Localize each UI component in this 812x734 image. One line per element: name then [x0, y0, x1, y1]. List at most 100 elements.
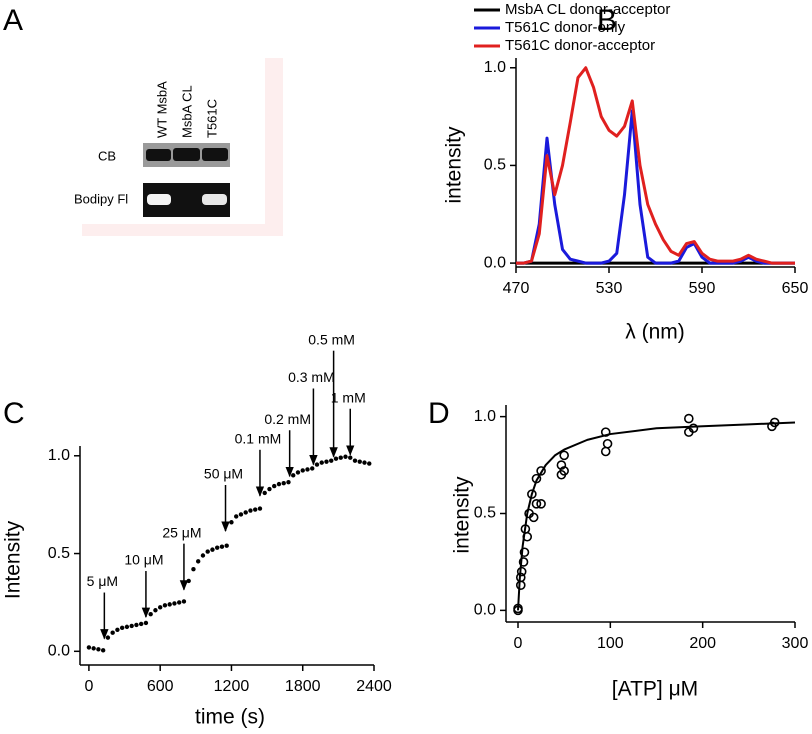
annotation-label: 0.3 mM: [288, 369, 335, 385]
data-point: [329, 458, 334, 463]
data-point: [300, 468, 305, 473]
data-point: [291, 473, 296, 478]
y-axis-title: intensity: [451, 476, 474, 554]
data-point: [234, 514, 239, 519]
series-line: [516, 109, 795, 265]
y-tick-label: 1.0: [484, 59, 506, 76]
data-point: [684, 413, 694, 424]
data-point: [186, 578, 191, 584]
chart-panel: 0.0 0.5 1.0 470 530 590 650 λ (nm) intensity BMsb…: [443, 1, 809, 344]
data-point: [129, 623, 134, 629]
y-tick-label: 0.0: [484, 254, 506, 271]
data-point: [148, 611, 153, 617]
gel-panel: A WT MsbA MsbA CL T561C CB Bodipy Fl: [3, 4, 283, 236]
data-point: [119, 625, 125, 631]
data-point: [348, 455, 353, 460]
data-point: [536, 466, 546, 476]
data-point: [172, 601, 177, 606]
row-label: CB: [98, 148, 116, 163]
x-tick-label: 530: [596, 280, 623, 297]
data-point: [276, 481, 282, 487]
data-point: [357, 459, 362, 464]
x-tick-label: 0: [84, 678, 93, 695]
data-point: [110, 630, 115, 635]
x-tick-label: 0: [514, 635, 523, 652]
chart-panel: 0.0 0.5 1.0 0 100 200 300 [ATP] μM intensity D: [428, 397, 808, 701]
data-point: [181, 599, 187, 604]
data-point: [238, 512, 244, 517]
data-point: [295, 470, 301, 475]
data-point: [600, 446, 611, 457]
panel-label: A: [3, 4, 23, 37]
data-point: [191, 566, 196, 572]
series-line: [516, 66, 795, 265]
gel-band: [146, 149, 171, 161]
annotation-label: 50 μM: [204, 466, 243, 482]
annotation-label: 25 μM: [162, 524, 201, 540]
x-tick-label: 650: [782, 280, 809, 297]
y-tick-label: 0.5: [48, 545, 70, 562]
annotation-label: 0.1 mM: [235, 430, 282, 446]
x-tick-label: 1200: [214, 678, 250, 695]
annotation-label: 5 μM: [87, 573, 118, 589]
annotation-label: 0.5 mM: [308, 331, 355, 347]
gel-frame: [82, 224, 283, 236]
gel-band: [202, 148, 228, 161]
data-point: [518, 557, 529, 567]
data-point: [281, 480, 286, 486]
data-point: [602, 438, 613, 449]
panel-label: D: [428, 397, 450, 430]
data-point: [96, 647, 101, 652]
data-point: [556, 460, 567, 470]
data-point: [134, 622, 139, 628]
series-line: [517, 421, 796, 611]
lane-label: WT MsbA: [154, 81, 169, 138]
data-point: [200, 553, 206, 558]
data-point: [257, 506, 263, 511]
x-tick-label: 590: [689, 280, 716, 297]
panel-label: C: [3, 397, 25, 430]
data-point: [338, 455, 343, 460]
data-point: [100, 648, 106, 653]
data-point: [143, 620, 149, 626]
annotation-label: 0.2 mM: [264, 411, 311, 427]
data-point: [515, 580, 526, 590]
data-point: [319, 460, 324, 465]
gel-band: [202, 194, 227, 205]
y-tick-label: 0.0: [474, 602, 496, 619]
data-point: [153, 608, 158, 613]
x-tick-label: 100: [597, 635, 624, 652]
y-axis-title: Intensity: [2, 520, 25, 599]
x-tick-label: 2400: [356, 678, 392, 695]
data-point: [167, 602, 172, 607]
data-point: [105, 635, 111, 640]
y-tick-label: 0.5: [474, 505, 496, 522]
data-point: [243, 510, 248, 515]
data-point: [343, 454, 348, 459]
gel-band: [147, 194, 171, 205]
data-point: [519, 547, 530, 558]
y-tick-label: 0.5: [484, 157, 506, 174]
data-point: [224, 543, 229, 548]
data-point: [305, 467, 310, 472]
data-point: [210, 547, 215, 552]
data-point: [248, 508, 253, 513]
data-point: [162, 603, 168, 608]
data-point: [324, 459, 329, 464]
data-point: [138, 621, 144, 627]
data-point: [205, 549, 210, 554]
lane-label: MsbA CL: [179, 85, 194, 138]
x-tick-label: 600: [147, 678, 174, 695]
data-point: [516, 566, 527, 577]
data-point: [528, 512, 539, 523]
annotation-label: 1 mM: [331, 389, 366, 405]
data-point: [314, 462, 320, 467]
x-tick-label: 1800: [285, 678, 321, 695]
gel-band: [173, 148, 200, 161]
x-axis-title: [ATP] μM: [612, 678, 698, 701]
data-point: [272, 483, 277, 489]
panel-label: B: [597, 4, 617, 37]
data-point: [195, 559, 201, 564]
x-tick-label: 300: [782, 635, 809, 652]
